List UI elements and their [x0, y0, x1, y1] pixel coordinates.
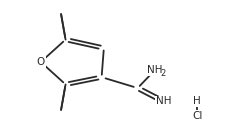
- Text: H: H: [192, 96, 200, 106]
- Text: NH: NH: [146, 65, 162, 76]
- Text: O: O: [37, 57, 45, 67]
- Text: NH: NH: [155, 96, 170, 106]
- Text: 2: 2: [160, 69, 165, 78]
- Text: Cl: Cl: [191, 111, 202, 121]
